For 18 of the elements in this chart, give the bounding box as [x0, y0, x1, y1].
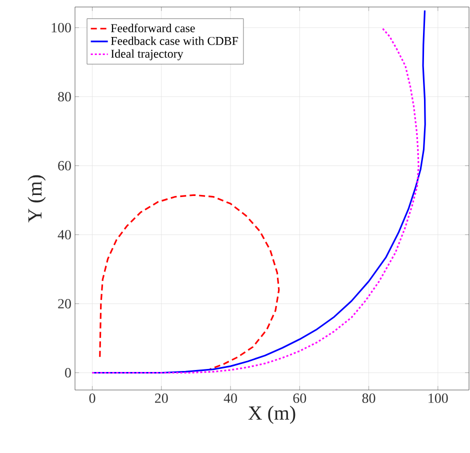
x-tick-label: 80	[362, 394, 376, 403]
x-tick-label: 0	[89, 394, 96, 403]
line-series	[99, 194, 280, 370]
y-axis-title: Y (m)	[28, 175, 46, 222]
y-tick-label: 40	[58, 230, 71, 240]
x-tick-label: 100	[428, 394, 448, 403]
legend-label: Feedforward case	[110, 24, 195, 32]
y-tick-label: 0	[65, 368, 71, 378]
y-tick-label: 100	[52, 22, 71, 32]
legend-label: Feedback case with CDBF	[110, 36, 238, 45]
x-tick-label: 20	[155, 394, 168, 403]
x-tick-label: 40	[224, 394, 237, 403]
x-tick-label: 60	[293, 394, 306, 403]
y-tick-label: 60	[58, 161, 71, 170]
y-tick-label: 80	[58, 92, 71, 102]
x-axis-title: X (m)	[248, 406, 296, 424]
legend-label: Ideal trajectory	[111, 49, 184, 60]
y-tick-label: 20	[58, 299, 71, 308]
